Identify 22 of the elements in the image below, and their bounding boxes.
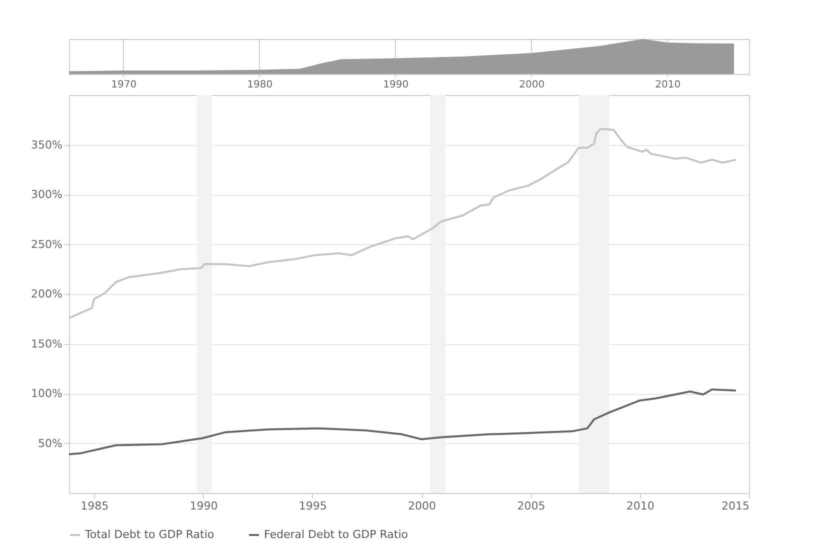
legend-label: Federal Debt to GDP Ratio bbox=[264, 528, 408, 541]
x-tick-label: 1970 bbox=[111, 80, 137, 90]
x-tick-label: 1985 bbox=[80, 500, 109, 512]
y-tick-label: 250% bbox=[31, 238, 62, 251]
y-tick-label: 50% bbox=[38, 436, 62, 450]
x-tick-label: 2010 bbox=[626, 500, 654, 512]
y-tick-label: 100% bbox=[31, 387, 62, 400]
x-tick-label: 2000 bbox=[519, 80, 545, 90]
x-tick-label: 1990 bbox=[190, 500, 218, 512]
y-tick-label: 200% bbox=[31, 288, 62, 300]
x-tick-label: 2005 bbox=[517, 500, 546, 512]
x-tick-label: 2000 bbox=[408, 500, 436, 512]
y-tick-label: 350% bbox=[31, 138, 62, 152]
x-tick-label: 1980 bbox=[247, 80, 273, 90]
x-tick-label: 1990 bbox=[383, 80, 409, 90]
x-tick-label: 1995 bbox=[298, 500, 327, 512]
y-tick-label: 300% bbox=[31, 188, 62, 201]
legend-label: Total Debt to GDP Ratio bbox=[84, 528, 214, 541]
x-tick-label: 2015 bbox=[722, 500, 750, 512]
y-tick-label: 150% bbox=[31, 337, 62, 350]
line-series bbox=[68, 388, 737, 456]
x-tick-label: 2010 bbox=[655, 80, 681, 90]
